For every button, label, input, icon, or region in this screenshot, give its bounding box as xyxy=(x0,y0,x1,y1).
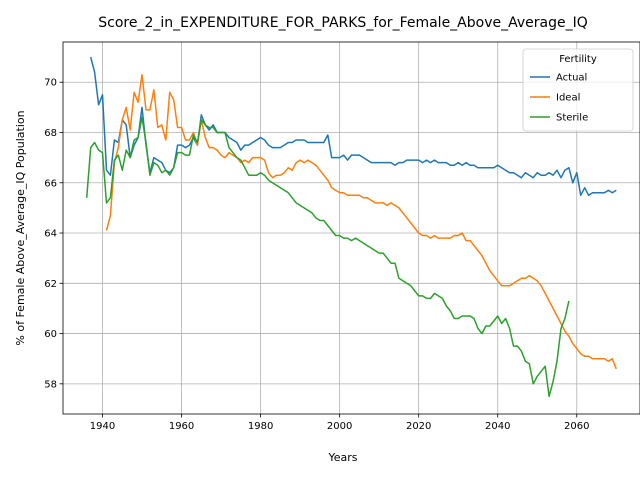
legend-title: Fertility xyxy=(559,54,597,65)
y-tick-label: 64 xyxy=(44,229,57,240)
y-axis-ticks: 58 60 62 64 66 68 70 xyxy=(44,78,63,390)
y-tick-label: 62 xyxy=(44,279,57,290)
y-tick-label: 66 xyxy=(44,178,57,189)
series-line-ideal xyxy=(105,73,617,370)
series-line-actual xyxy=(89,56,617,197)
legend-frame xyxy=(522,48,634,132)
x-tick-label: 2040 xyxy=(485,421,510,432)
legend: Fertility Actual Ideal Sterile xyxy=(522,48,634,132)
x-tick-label: 2060 xyxy=(564,421,589,432)
x-tick-label: 2020 xyxy=(406,421,431,432)
plot-frame xyxy=(62,41,640,415)
y-tick-label: 68 xyxy=(44,128,57,139)
series-lines xyxy=(85,56,617,398)
x-axis-ticks: 1940 1960 1980 2000 2020 2040 2060 xyxy=(90,414,589,432)
x-tick-label: 2000 xyxy=(327,421,352,432)
series-line-sterile xyxy=(85,116,570,398)
legend-label-sterile: Sterile xyxy=(556,113,588,124)
y-axis-label: % of Female Above_Average_IQ Population xyxy=(14,110,27,345)
y-tick-label: 60 xyxy=(44,329,57,340)
x-axis-label: Years xyxy=(327,451,357,464)
x-tick-label: 1980 xyxy=(248,421,273,432)
legend-label-ideal: Ideal xyxy=(556,93,580,104)
y-tick-label: 70 xyxy=(44,78,57,89)
x-tick-label: 1960 xyxy=(169,421,194,432)
chart-title: Score_2_in_EXPENDITURE_FOR_PARKS_for_Fem… xyxy=(98,15,588,31)
x-tick-label: 1940 xyxy=(90,421,115,432)
y-tick-label: 58 xyxy=(44,379,57,390)
legend-label-actual: Actual xyxy=(556,73,587,84)
